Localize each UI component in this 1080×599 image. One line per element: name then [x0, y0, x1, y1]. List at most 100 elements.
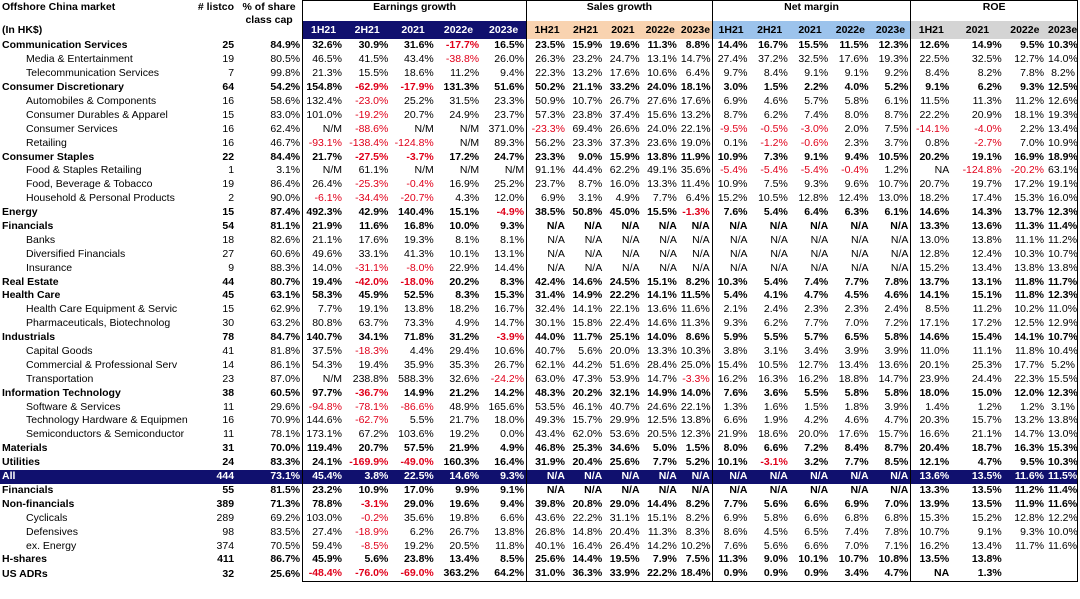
net-margin-cell: 5.5%: [804, 386, 829, 399]
net-margin-cell: 5.4%: [723, 289, 748, 302]
share-cap: 83.0%: [270, 108, 301, 121]
roe-cell: 18.9%: [1046, 150, 1079, 165]
earnings-growth-cell: 8.1%: [455, 233, 480, 246]
earnings-growth-cell: 14.2%: [481, 386, 528, 401]
row-label: H-shares: [2, 553, 47, 566]
net-margin-cell: 10.9%: [717, 178, 748, 191]
net-margin-cell: 11.3%: [718, 553, 748, 566]
roe-cell: 15.3%: [919, 511, 950, 524]
sales-growth-cell: 49.3%: [535, 414, 565, 427]
earnings-growth-cell: -88.6%: [355, 122, 389, 135]
roe-cell: 11.8%: [1015, 345, 1045, 358]
table-row: Transportation 23 87.0% N/M 238.8% 588.3% 32.6…: [0, 372, 1079, 387]
share-cap: 63.2%: [270, 317, 301, 330]
share-cap-header: % of share class cap: [242, 0, 296, 26]
earnings-growth-cell: 5.5%: [409, 414, 434, 427]
earnings-growth-cell: 19.3%: [403, 233, 434, 246]
sales-growth-cell: 43.4%: [535, 428, 565, 441]
nm-col-header: 2021: [789, 21, 831, 39]
roe-cell: 10.3%: [1014, 247, 1045, 260]
sales-growth-cell: 8.7%: [578, 178, 603, 191]
net-margin-cell: N/A: [810, 483, 829, 496]
net-margin-cell: 2.3%: [804, 303, 829, 316]
roe-cell: 13.3%: [919, 220, 950, 233]
earnings-growth-cell: -0.4%: [406, 178, 434, 191]
roe-cell: 21.1%: [971, 428, 1002, 441]
net-margin-cell: 18.8%: [838, 372, 869, 385]
sales-growth-cell: 11.3%: [647, 39, 677, 52]
earnings-growth-cell: -18.9%: [355, 525, 389, 538]
net-margin-cell: 17.6%: [838, 53, 869, 66]
earnings-growth-cell: 103.6%: [398, 428, 434, 441]
net-margin-cell: 10.7%: [838, 553, 869, 566]
earnings-growth-cell: 59.4%: [302, 539, 344, 553]
net-margin-cell: N/A: [770, 247, 788, 260]
eg-col-header: 2H21: [343, 21, 391, 39]
earnings-growth-cell: N/M: [459, 164, 480, 177]
roe-cell: 12.1%: [919, 456, 950, 469]
earnings-growth-cell: 61.1%: [358, 164, 389, 177]
net-margin-cell: 6.1%: [870, 205, 912, 220]
roe-cell: 25.3%: [971, 358, 1002, 371]
earnings-growth-cell: 34.1%: [358, 331, 389, 344]
sales-growth-cell: 22.1%: [609, 303, 640, 316]
sales-growth-cell: N/A: [584, 220, 603, 233]
earnings-growth-cell: 14.7%: [481, 316, 528, 331]
table-row: Information Technology 38 60.5% 97.7% -36.7%…: [0, 386, 1079, 401]
row-label: Energy: [2, 206, 38, 219]
table-row: Automobiles & Components 16 58.6% 132.4% -23…: [0, 94, 1079, 109]
roe-cell: 9.5%: [1020, 456, 1045, 469]
row-label: Banks: [26, 233, 56, 246]
roe-cell: -4.0%: [974, 122, 1002, 135]
sales-growth-cell: 6.4%: [678, 191, 713, 206]
earnings-growth-cell: -62.9%: [355, 81, 389, 94]
sales-growth-cell: 27.6%: [647, 95, 677, 107]
net-margin-cell: 6.6%: [763, 442, 788, 455]
sales-growth-cell: 23.7%: [535, 178, 565, 191]
sales-growth-cell: 12.3%: [678, 427, 713, 442]
net-margin-cell: -0.6%: [800, 136, 829, 149]
earnings-growth-cell: 57.5%: [403, 442, 434, 455]
earnings-growth-cell: 4.9%: [455, 317, 480, 330]
table-row: Semiconductors & Semiconductor 11 78.1% 173…: [0, 427, 1079, 442]
net-margin-cell: 3.9%: [870, 400, 912, 415]
sales-growth-cell: N/A: [659, 261, 677, 274]
earnings-growth-cell: -93.1%: [302, 136, 344, 151]
sales-growth-cell: 20.4%: [572, 456, 603, 469]
net-margin-cell: 7.3%: [763, 150, 788, 163]
roe-cell: 17.4%: [971, 192, 1002, 205]
net-margin-cell: 15.5%: [798, 39, 829, 52]
listco-count: 11: [223, 428, 235, 441]
earnings-growth-cell: 11.8%: [481, 539, 528, 553]
net-margin-cell: 4.6%: [870, 289, 912, 303]
listco-count: 16: [222, 136, 235, 149]
sales-growth-cell: 14.9%: [647, 386, 677, 399]
row-label: Pharmaceuticals, Biotechnolog: [26, 317, 171, 330]
net-margin-cell: 6.6%: [723, 414, 748, 427]
sales-growth-cell: 20.5%: [647, 428, 677, 441]
sales-growth-cell: 20.0%: [609, 345, 640, 358]
share-cap: 88.3%: [270, 261, 301, 274]
roe-cell: 1.2%: [1020, 400, 1045, 413]
net-margin-cell: 8.0%: [723, 442, 748, 455]
share-cap: 99.8%: [270, 67, 301, 80]
sales-growth-cell: 11.3%: [678, 316, 713, 331]
sales-growth-cell: 33.2%: [609, 81, 640, 94]
listco-count: 15: [222, 108, 235, 121]
table-row: All 444 73.1% 45.4% 3.8% 22.5% 14.6% 9.3% N/A N/A…: [0, 469, 1079, 484]
roe-cell: 24.4%: [971, 372, 1002, 385]
earnings-growth-cell: 17.6%: [358, 233, 389, 246]
net-margin-cell: 13.0%: [870, 191, 912, 206]
earnings-growth-cell: 15.3%: [481, 289, 528, 303]
earnings-growth-cell: 363.2%: [435, 566, 482, 582]
earnings-growth-cell: -42.0%: [355, 275, 389, 288]
roe-cell: 18.0%: [919, 386, 950, 399]
share-cap: 70.9%: [270, 414, 301, 427]
listco-count: 19: [222, 53, 235, 66]
sales-growth-cell: 15.5%: [647, 206, 677, 219]
net-margin-cell: 2.3%: [844, 136, 869, 149]
roe-cell: 12.5%: [1014, 317, 1045, 330]
earnings-growth-cell: 20.7%: [403, 108, 434, 121]
earnings-growth-cell: 140.4%: [398, 206, 434, 219]
sales-growth-cell: 48.3%: [535, 386, 565, 399]
